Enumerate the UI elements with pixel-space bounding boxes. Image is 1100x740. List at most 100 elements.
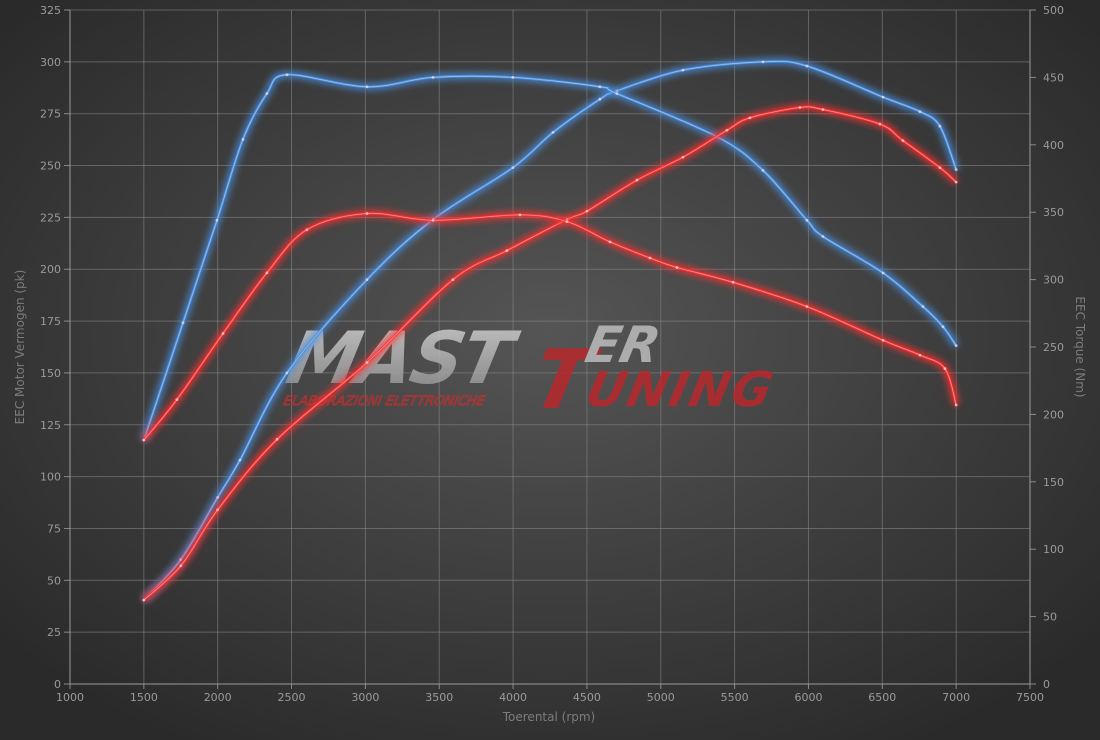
data-point <box>451 278 455 281</box>
data-point <box>938 166 942 170</box>
watermark-sub: ELABORAZIONI ELETTRONICHE <box>282 394 487 409</box>
data-point <box>881 271 885 275</box>
data-point <box>805 64 809 68</box>
y2-tick-label: 450 <box>1043 71 1064 84</box>
data-point <box>805 305 809 308</box>
y2-tick-label: 150 <box>1043 476 1064 489</box>
y-tick-label: 325 <box>40 4 61 17</box>
data-point <box>221 332 225 335</box>
y2-tick-label: 400 <box>1043 139 1064 152</box>
y-tick-label: 175 <box>40 315 61 328</box>
y2-tick-label: 500 <box>1043 4 1064 17</box>
y2-tick-label: 100 <box>1043 543 1064 556</box>
data-point <box>365 85 369 89</box>
y2-tick-label: 300 <box>1043 274 1064 287</box>
x-tick-label: 3000 <box>351 691 379 704</box>
x-tick-label: 4500 <box>573 691 601 704</box>
data-point <box>565 220 569 224</box>
x-tick-label: 5000 <box>647 691 675 704</box>
series-2 <box>140 71 960 442</box>
data-point <box>821 235 825 238</box>
data-point <box>241 138 245 141</box>
y-tick-label: 75 <box>47 522 61 535</box>
x-tick-label: 6500 <box>868 691 896 704</box>
data-point <box>275 437 279 441</box>
data-point <box>681 68 685 72</box>
data-point <box>511 76 515 79</box>
data-point <box>365 278 369 281</box>
x-tick-label: 6000 <box>794 691 822 704</box>
data-point <box>675 266 679 269</box>
data-point <box>175 398 179 401</box>
y-tick-label: 0 <box>54 678 61 691</box>
data-point <box>585 209 589 213</box>
y-tick-label: 25 <box>47 626 61 639</box>
data-point <box>943 367 947 370</box>
curves <box>140 57 960 603</box>
data-point <box>938 124 942 128</box>
x-tick-label: 1500 <box>130 691 158 704</box>
data-point <box>365 361 369 364</box>
data-point <box>954 403 958 407</box>
data-point <box>505 249 509 252</box>
data-point <box>918 110 922 114</box>
y-tick-label: 150 <box>40 367 61 380</box>
data-point <box>431 76 435 79</box>
data-point <box>265 271 269 275</box>
y2-tick-label: 200 <box>1043 408 1064 421</box>
axes: 1000 1500 2000 2500 3000 3500 4000 4500 5000 5500… <box>40 4 1064 704</box>
series-line <box>142 105 958 601</box>
data-point <box>181 321 185 325</box>
series-line <box>142 73 958 441</box>
y-tick-label: 100 <box>40 471 61 484</box>
data-point <box>431 218 435 222</box>
x-tick-label: 7500 <box>1016 691 1044 704</box>
data-point <box>142 438 146 442</box>
data-point <box>918 353 922 357</box>
data-point <box>608 240 612 244</box>
data-point <box>954 180 958 184</box>
series-1 <box>141 57 960 603</box>
x-tick-label: 7000 <box>942 691 970 704</box>
data-point <box>265 92 269 95</box>
x-tick-label: 2500 <box>278 691 306 704</box>
y2-tick-label: 350 <box>1043 206 1064 219</box>
y2-tick-label: 0 <box>1043 678 1050 691</box>
x-tick-label: 4000 <box>499 691 527 704</box>
data-point <box>748 116 752 120</box>
data-point <box>681 155 685 159</box>
data-point <box>954 344 958 348</box>
data-point <box>216 508 220 512</box>
y-tick-label: 300 <box>40 56 61 69</box>
data-point <box>518 213 522 217</box>
data-point <box>216 495 220 499</box>
data-point <box>761 169 765 172</box>
data-point <box>305 228 309 232</box>
data-point <box>285 371 289 375</box>
y2-axis-label: EEC Torque (Nm) <box>1073 296 1087 397</box>
data-point <box>878 122 882 126</box>
data-point <box>365 212 369 215</box>
watermark-main-end: ER <box>581 316 666 374</box>
data-point <box>941 325 945 329</box>
data-point <box>598 97 602 101</box>
data-point <box>215 218 219 222</box>
data-point <box>954 168 958 172</box>
y2-tick-label: 250 <box>1043 341 1064 354</box>
x-tick-label: 1000 <box>56 691 84 704</box>
series-highlight <box>143 74 957 441</box>
data-point <box>805 218 809 222</box>
data-point <box>238 458 242 462</box>
data-point <box>615 92 619 95</box>
y-tick-label: 275 <box>40 108 61 121</box>
data-point <box>635 178 639 182</box>
watermark-accent-end: UNING <box>581 362 779 417</box>
data-point <box>725 128 729 132</box>
y-tick-label: 250 <box>40 160 61 173</box>
data-point <box>881 338 885 342</box>
y2-tick-label: 50 <box>1043 611 1057 624</box>
data-point <box>648 256 652 260</box>
data-point <box>901 139 905 143</box>
